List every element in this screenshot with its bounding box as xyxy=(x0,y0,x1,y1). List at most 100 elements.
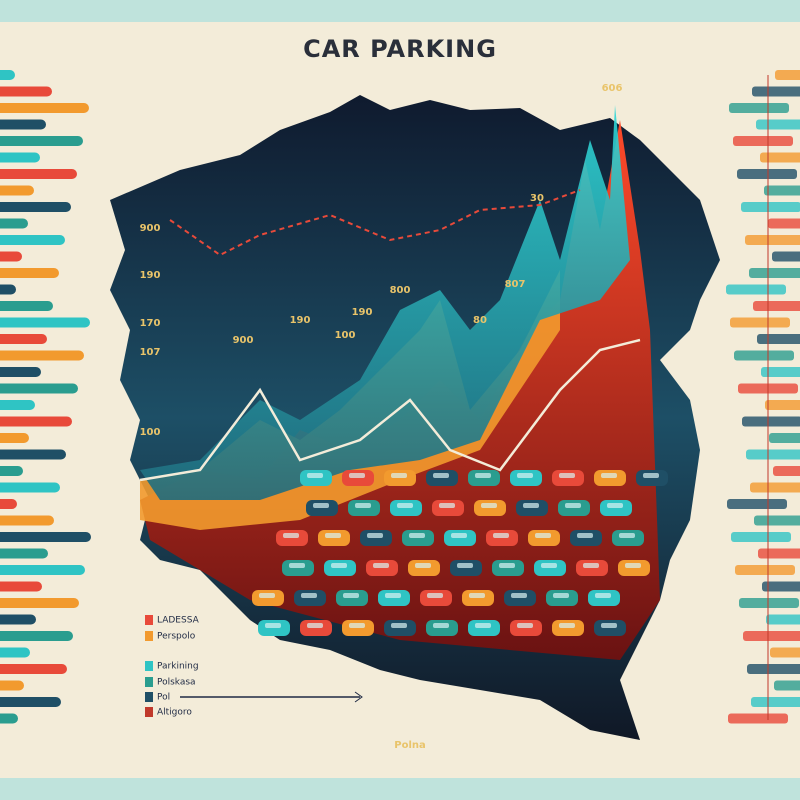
dashed-line xyxy=(169,189,581,257)
car-window xyxy=(511,593,527,598)
cars xyxy=(252,470,668,636)
side-bar xyxy=(745,235,800,245)
title: CAR PARKING xyxy=(303,35,497,63)
side-bar xyxy=(0,218,28,229)
legend-swatch xyxy=(145,661,153,671)
side-bar xyxy=(747,664,800,674)
legend-label: LADESSA xyxy=(157,616,200,626)
side-bar xyxy=(0,202,71,212)
side-bar xyxy=(0,152,40,163)
side-bar xyxy=(0,301,53,311)
legend-swatch xyxy=(145,631,153,641)
annotations: 606 900 190 170 107 100 900 190 100 190 800 80 807 30… xyxy=(140,83,623,751)
annotation: 900 xyxy=(233,335,254,346)
side-bar xyxy=(0,185,34,196)
car-window xyxy=(493,533,509,538)
side-bar xyxy=(773,466,800,476)
side-bar xyxy=(0,284,16,295)
car-window xyxy=(553,593,569,598)
car-window xyxy=(475,473,491,478)
legend-label: Altigoro xyxy=(157,708,192,718)
legend-swatch xyxy=(145,692,153,702)
side-bar xyxy=(0,548,48,559)
side-bar xyxy=(0,680,24,691)
car-window xyxy=(415,563,431,568)
annotation: 190 xyxy=(290,315,311,326)
car-window xyxy=(517,623,533,628)
trend-line xyxy=(139,338,641,482)
car-window xyxy=(475,623,491,628)
side-bar xyxy=(761,367,800,377)
side-bar xyxy=(737,169,797,179)
side-bar xyxy=(0,416,72,427)
side-bar xyxy=(0,334,47,344)
car-window xyxy=(313,503,329,508)
legend-label: Perspolo xyxy=(157,632,196,642)
side-bar xyxy=(0,103,89,113)
side-bar xyxy=(750,482,800,493)
car-window xyxy=(559,623,575,628)
side-bar xyxy=(752,86,800,97)
side-bar xyxy=(764,185,800,196)
car-window xyxy=(469,593,485,598)
car-window xyxy=(349,473,365,478)
annotation: 170 xyxy=(140,318,161,329)
red-area xyxy=(140,120,660,660)
side-bar xyxy=(727,499,787,509)
side-bar xyxy=(0,499,17,509)
side-bar xyxy=(746,449,800,460)
side-bar xyxy=(0,565,85,575)
side-bar xyxy=(0,235,65,245)
car-window xyxy=(307,473,323,478)
annotation: 800 xyxy=(390,285,411,296)
annotation: 807 xyxy=(505,279,526,290)
car-window xyxy=(259,593,275,598)
car-window xyxy=(373,563,389,568)
side-bar xyxy=(739,598,799,608)
car-window xyxy=(391,473,407,478)
side-bar xyxy=(0,317,90,328)
car-window xyxy=(457,563,473,568)
annotation: Polna xyxy=(394,740,426,751)
side-bar xyxy=(734,350,794,361)
side-bar xyxy=(0,713,18,724)
side-bar xyxy=(0,136,83,146)
car-window xyxy=(367,533,383,538)
side-bar xyxy=(751,697,800,707)
car-window xyxy=(451,533,467,538)
car-window xyxy=(433,623,449,628)
side-bar xyxy=(0,350,84,361)
side-bar xyxy=(742,416,800,427)
side-bar xyxy=(0,169,77,179)
car-window xyxy=(583,563,599,568)
car-window xyxy=(625,563,641,568)
car-window xyxy=(517,473,533,478)
car-window xyxy=(619,533,635,538)
side-bar xyxy=(0,70,15,80)
side-bar xyxy=(757,334,800,344)
side-bar xyxy=(0,697,61,707)
side-bar xyxy=(735,565,795,575)
side-bar xyxy=(0,664,67,674)
annotation: 100 xyxy=(140,427,161,438)
car-window xyxy=(577,533,593,538)
car-window xyxy=(325,533,341,538)
car-window xyxy=(355,503,371,508)
side-bar xyxy=(0,614,36,625)
side-bar xyxy=(0,367,41,377)
car-window xyxy=(265,623,281,628)
side-bar xyxy=(762,581,800,592)
legend-label: Polskasa xyxy=(157,678,196,688)
side-bar xyxy=(0,400,35,410)
side-bar xyxy=(729,103,789,113)
side-bar xyxy=(0,482,60,493)
top-band xyxy=(0,0,800,22)
car-window xyxy=(541,563,557,568)
arrow-head xyxy=(354,691,363,703)
side-bar xyxy=(770,647,800,658)
side-bar xyxy=(0,119,46,130)
side-bar xyxy=(749,268,800,278)
side-bar xyxy=(0,268,59,278)
legend-label: Pol xyxy=(157,693,170,703)
